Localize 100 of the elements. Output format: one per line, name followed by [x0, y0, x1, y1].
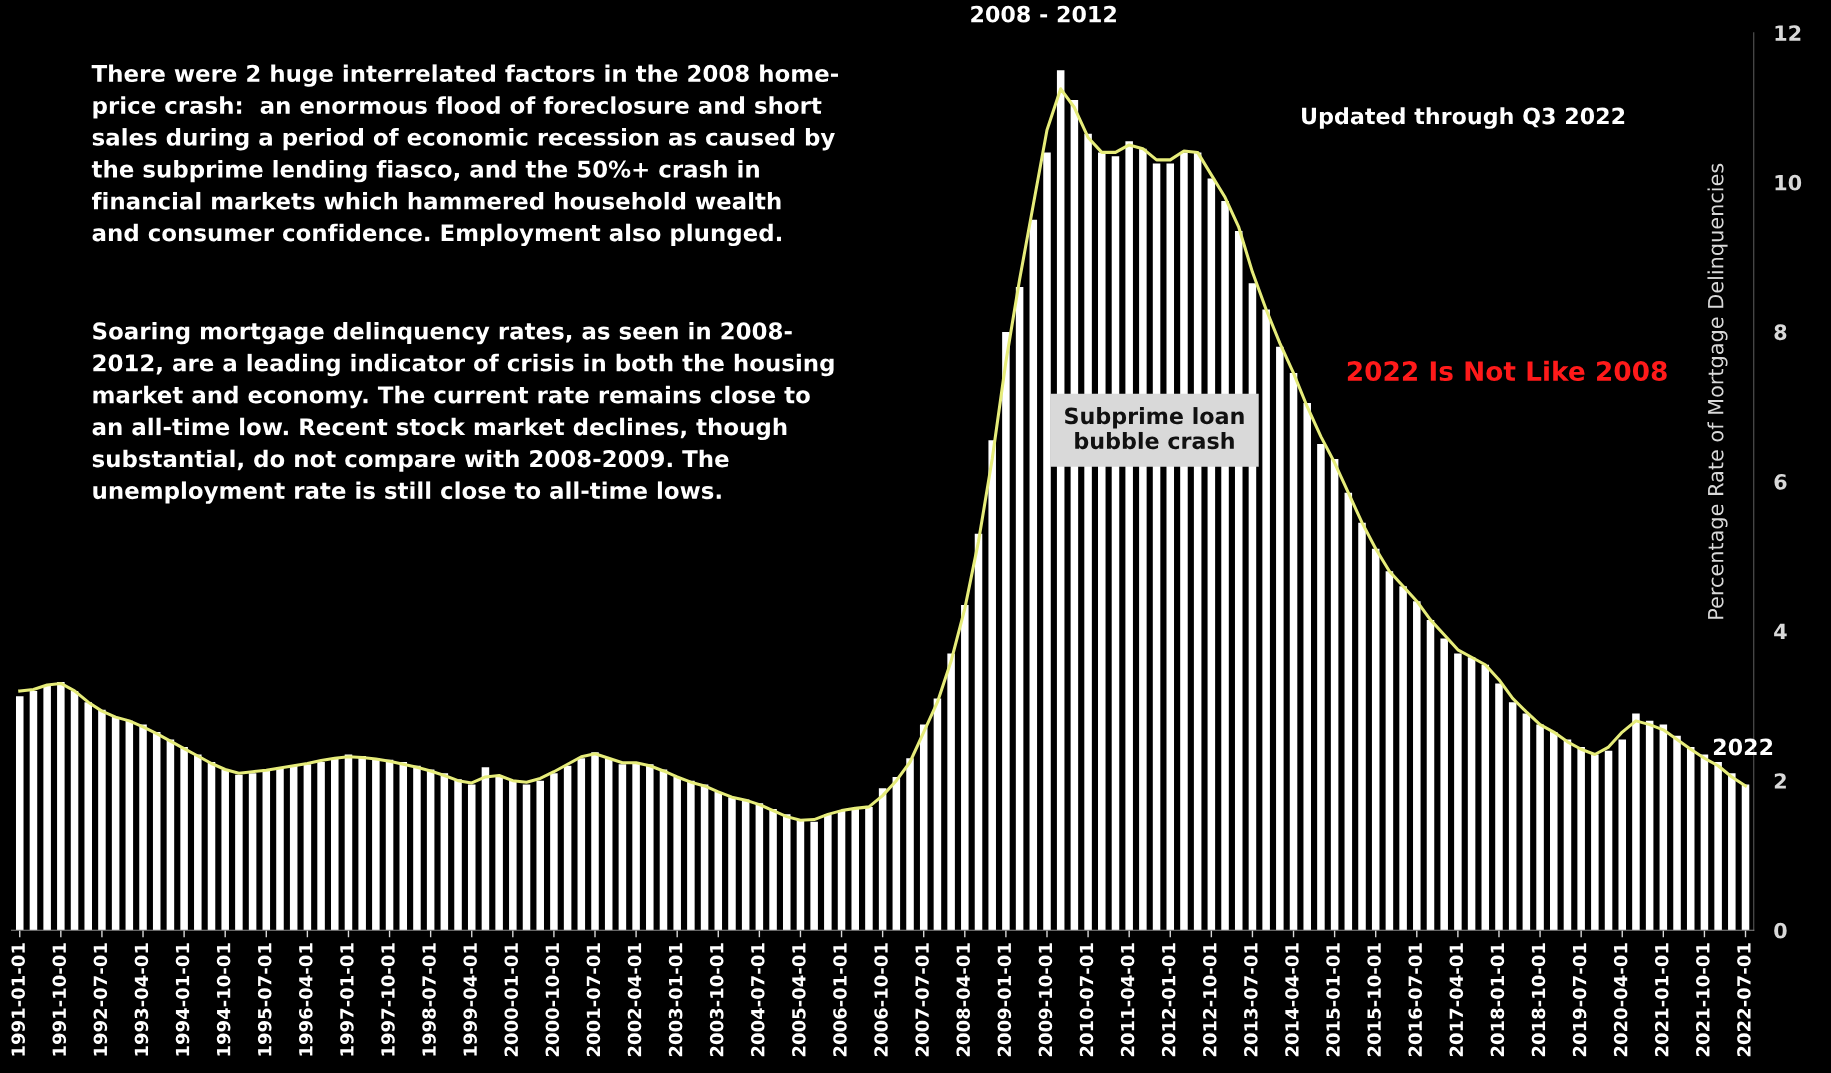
x-tick-label: 1991-01-01: [11, 943, 25, 1056]
bar: [824, 814, 832, 931]
x-tick-label: 2022-07-01: [1737, 943, 1751, 1057]
bar: [248, 773, 257, 931]
bar: [440, 773, 449, 931]
bar: [152, 732, 161, 931]
bar: [1728, 773, 1736, 931]
bar: [358, 756, 366, 931]
bar: [1002, 331, 1010, 931]
bar: [522, 784, 531, 931]
bar: [372, 758, 380, 931]
bar: [1385, 571, 1394, 931]
y-tick-label: 6: [1774, 473, 1787, 490]
bar: [563, 765, 572, 931]
annotation: 2022 Is Not Like 2008: [1347, 360, 1667, 382]
annotation: Soaring mortgage delinquency rates, as seen in 2008- 2012, are a leading indicator of crisis in both the housing market and economy. The current rate remains close to an all-time low. Recent stock market declines, though substantial, do not compare with 2008-2009. The unemployment rate is still close to all-time lows.: [92, 321, 834, 504]
x-tick-label: 2017-04-01: [1449, 943, 1464, 1057]
bar: [43, 685, 51, 931]
bar: [413, 765, 421, 931]
bar: [1303, 402, 1311, 931]
bar: [1043, 152, 1051, 931]
x-tick-label: 2000-10-01: [545, 943, 560, 1057]
x-tick-label: 2005-04-01: [792, 943, 806, 1057]
bar: [988, 440, 996, 931]
bar: [317, 762, 325, 931]
bar: [1289, 373, 1298, 931]
bar: [385, 759, 394, 931]
bar: [1604, 750, 1613, 931]
x-tick-label: 2011-04-01: [1120, 943, 1135, 1057]
bar: [577, 758, 586, 931]
bar: [399, 762, 408, 931]
bar: [810, 821, 818, 931]
bar: [974, 533, 983, 931]
bar: [1741, 784, 1750, 931]
x-tick-label: 2006-01-01: [833, 943, 847, 1057]
x-tick-label: 1998-07-01: [422, 943, 436, 1056]
bar: [303, 764, 312, 931]
bar: [331, 758, 339, 931]
bar: [796, 820, 805, 931]
x-tick-label: 2019-07-01: [1572, 943, 1587, 1057]
x-tick-label: 1991-10-01: [52, 943, 67, 1056]
bar: [139, 724, 147, 931]
annotation: Subprime loan bubble crash: [1065, 407, 1244, 450]
y-tick-label: 0: [1774, 922, 1787, 939]
bar: [509, 780, 517, 931]
bar: [1358, 522, 1366, 931]
x-tick-label: 1992-07-01: [93, 943, 108, 1056]
bar: [782, 814, 791, 931]
text: 2008 - 2012: [971, 5, 1116, 23]
bar: [1344, 492, 1353, 931]
annotation: 2022: [1713, 738, 1773, 756]
bar: [659, 769, 668, 931]
x-tick-label: 1999-04-01: [463, 943, 477, 1056]
bar: [604, 758, 613, 931]
bar: [166, 739, 175, 931]
bar: [98, 709, 106, 931]
x-tick-label: 1993-04-01: [134, 943, 149, 1056]
bar: [865, 806, 873, 931]
bar: [1399, 586, 1407, 931]
bar: [1317, 444, 1325, 931]
bar: [933, 698, 942, 931]
bar: [741, 799, 750, 931]
bar: [1262, 309, 1270, 931]
bar: [1426, 619, 1435, 931]
bar: [194, 754, 202, 931]
x-tick-label: 1997-01-01: [340, 943, 354, 1056]
bar: [755, 803, 764, 931]
bar: [1371, 548, 1380, 931]
x-tick-label: 2009-01-01: [997, 943, 1012, 1057]
bar: [1632, 713, 1640, 931]
x-tick-label: 2013-07-01: [1244, 943, 1258, 1057]
bar: [1330, 459, 1339, 931]
bar: [1618, 739, 1627, 931]
bar: [1673, 735, 1681, 931]
bar: [618, 764, 627, 931]
x-tick-label: 2008-04-01: [956, 943, 971, 1057]
bar: [235, 774, 243, 931]
bar: [646, 764, 654, 931]
x-tick-label: 1997-10-01: [381, 943, 395, 1056]
x-tick-label: 2012-10-01: [1202, 943, 1217, 1057]
bar: [344, 754, 353, 931]
bar: [1495, 683, 1503, 931]
bar: [276, 767, 284, 931]
bar: [1563, 739, 1572, 931]
annotation: Updated through Q3 2022: [1302, 107, 1625, 129]
y-tick-label: 10: [1775, 174, 1802, 191]
x-tick-label: 2020-04-01: [1613, 943, 1628, 1057]
bar: [1550, 732, 1558, 931]
bar: [467, 784, 476, 931]
bar: [262, 769, 271, 931]
x-tick-label: 2001-07-01: [586, 943, 601, 1057]
bar: [125, 720, 134, 931]
x-tick-label: 2018-01-01: [1490, 943, 1505, 1057]
bar: [878, 788, 887, 931]
bar: [84, 702, 92, 931]
bar: [1522, 713, 1531, 931]
bar: [961, 604, 969, 931]
bar: [15, 696, 24, 931]
bar: [536, 780, 544, 931]
x-tick-label: 1994-01-01: [175, 943, 190, 1056]
